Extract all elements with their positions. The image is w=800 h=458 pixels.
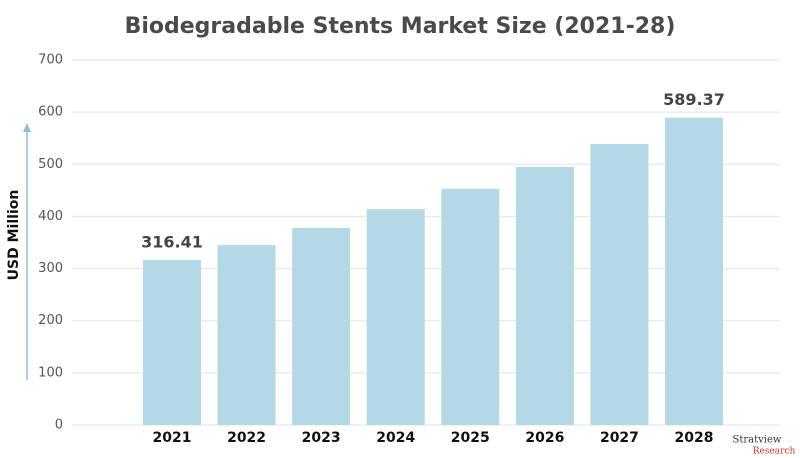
bar [366,209,425,425]
bar [590,143,649,425]
y-tick-label: 300 [38,261,63,276]
y-tick-label: 500 [38,157,63,172]
y-tick-label: 0 [55,418,63,433]
x-tick-label: 2021 [153,430,192,446]
logo-name: Stratview [733,435,782,446]
x-tick-label: 2027 [600,430,639,446]
bar [515,166,574,425]
value-label: 589.37 [663,90,725,109]
value-label: 316.41 [141,233,203,252]
bar [665,117,724,426]
bar [217,245,276,425]
chart-title: Biodegradable Stents Market Size (2021-2… [125,14,676,39]
bar [292,227,351,425]
y-tick-label: 200 [38,313,63,328]
y-axis-title: USD Million [6,190,22,281]
y-tick-label: 100 [38,365,63,380]
x-tick-label: 2024 [376,430,415,446]
x-tick-label: 2022 [227,430,266,446]
axis-arrow-head [23,123,31,132]
y-tick-label: 400 [38,209,63,224]
y-tick-label: 700 [38,53,63,68]
bar [441,188,500,425]
logo-sub: Research [753,447,796,457]
x-tick-label: 2025 [451,430,490,446]
x-tick-label: 2028 [675,430,714,446]
y-tick-label: 600 [38,105,63,120]
bar [142,260,201,425]
x-tick-label: 2026 [525,430,564,446]
x-tick-label: 2023 [302,430,341,446]
